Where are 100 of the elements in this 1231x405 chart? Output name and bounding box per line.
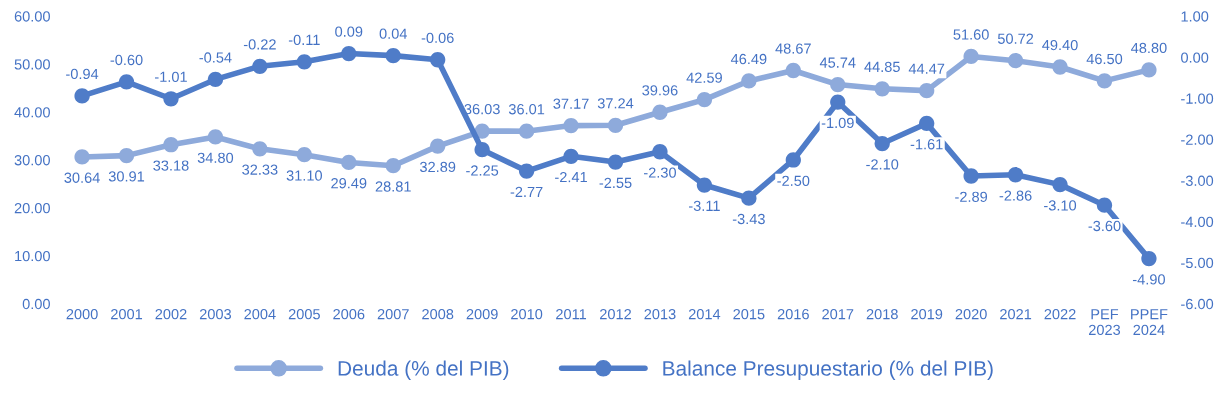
data-label: 48.80: [1131, 42, 1167, 54]
point: [830, 76, 846, 93]
point: [563, 117, 579, 134]
x-tick-label: 2013: [644, 309, 676, 320]
point: [785, 62, 801, 79]
point: [1141, 62, 1157, 78]
point: [652, 144, 668, 160]
data-label: 33.18: [153, 160, 189, 171]
data-label: 28.81: [375, 181, 411, 192]
data-label: -3.43: [732, 213, 765, 225]
point: [1096, 197, 1113, 213]
legend-label: Deuda (% del PIB): [338, 360, 509, 380]
data-label: 0.09: [335, 26, 363, 37]
data-label: -3.60: [1088, 220, 1121, 232]
point: [341, 154, 357, 171]
point: [830, 94, 846, 110]
y-tick-label: 10.00: [15, 250, 50, 262]
data-label: -1.61: [910, 139, 943, 150]
data-label: 32.33: [242, 164, 278, 175]
data-label: 37.24: [597, 98, 634, 109]
point: [1007, 167, 1024, 183]
x-tick-label: 2016: [777, 309, 809, 320]
point: [1052, 176, 1068, 193]
x-tick-label: 2001: [111, 309, 143, 320]
data-label: 37.17: [553, 98, 589, 109]
data-label: 36.01: [508, 104, 545, 115]
y2-tick-label: -4.00: [1181, 216, 1214, 228]
y-tick-label: 20.00: [14, 203, 50, 214]
y2-tick-label: -6.00: [1181, 298, 1214, 310]
x-tick-label: 2014: [688, 309, 721, 320]
point: [207, 71, 224, 88]
data-label: 42.59: [686, 72, 722, 83]
y-tick-label: 50.00: [14, 59, 50, 70]
data-label: -0.94: [66, 68, 99, 80]
point: [385, 48, 401, 64]
y2-tick-label: 1.00: [1181, 11, 1209, 22]
y2-tick-label: -2.00: [1181, 134, 1214, 145]
y2-tick-label: -1.00: [1181, 93, 1214, 104]
point: [1052, 59, 1068, 75]
data-label: -2.25: [466, 165, 499, 176]
point: [430, 138, 446, 154]
x-tick-label: 2015: [733, 309, 765, 320]
data-label: 0.04: [379, 28, 407, 39]
x-tick-label: 2002: [155, 309, 187, 320]
data-label: -0.54: [199, 52, 232, 63]
point: [296, 54, 312, 70]
point: [163, 137, 179, 153]
point: [296, 147, 312, 163]
point: [741, 190, 757, 206]
point: [741, 73, 757, 89]
data-label: 36.03: [464, 103, 500, 115]
point: [1141, 250, 1157, 267]
point: [607, 117, 624, 133]
data-label: -4.90: [1132, 274, 1165, 285]
point: [385, 158, 401, 174]
data-label: 46.49: [730, 53, 767, 65]
x-tick-label: 2000: [66, 309, 98, 320]
point: [252, 141, 268, 157]
point: [74, 149, 90, 165]
data-label: 44.85: [864, 61, 900, 73]
x-tick-label: PEF 2023: [1088, 309, 1121, 336]
point: [607, 154, 624, 170]
x-tick-label: 2012: [600, 309, 631, 320]
y-tick-label: 40.00: [14, 107, 50, 118]
data-label: 45.74: [819, 57, 856, 68]
legend-label: Balance Presupuestario (% del PIB): [663, 360, 993, 380]
x-tick-label: PPEF 2024: [1131, 309, 1168, 336]
data-label: 34.80: [197, 152, 234, 163]
point: [474, 142, 490, 158]
y2-tick-label: 0.00: [1181, 52, 1209, 63]
y2-tick-label: -3.00: [1181, 175, 1214, 186]
point: [252, 58, 268, 74]
data-label: 39.96: [642, 85, 678, 96]
data-label: -2.86: [999, 190, 1032, 201]
point: [518, 163, 535, 179]
x-tick-label: 2021: [1000, 309, 1032, 320]
point: [118, 74, 135, 90]
point: [963, 168, 979, 184]
data-label: 46.50: [1086, 53, 1123, 65]
data-label: -1.01: [155, 71, 187, 82]
x-tick-label: 2009: [466, 309, 498, 320]
data-label: -3.11: [688, 200, 720, 212]
point: [430, 52, 446, 68]
data-label: -2.55: [599, 177, 632, 189]
data-label: 49.40: [1042, 39, 1078, 51]
point: [919, 82, 935, 99]
point: [652, 104, 668, 120]
data-label: 30.64: [64, 172, 100, 183]
point: [1096, 73, 1113, 89]
x-tick-label: 2004: [244, 309, 276, 320]
data-label: -3.10: [1044, 200, 1077, 211]
data-label: 50.72: [997, 33, 1034, 44]
data-label: 31.10: [286, 170, 323, 181]
data-label: 51.60: [953, 29, 989, 40]
data-label: 48.67: [775, 43, 811, 54]
x-tick-label: 2017: [822, 309, 854, 320]
x-tick-label: 2022: [1044, 309, 1076, 320]
point: [563, 148, 579, 164]
data-label: -2.89: [955, 191, 988, 202]
x-tick-label: 2006: [333, 309, 365, 320]
